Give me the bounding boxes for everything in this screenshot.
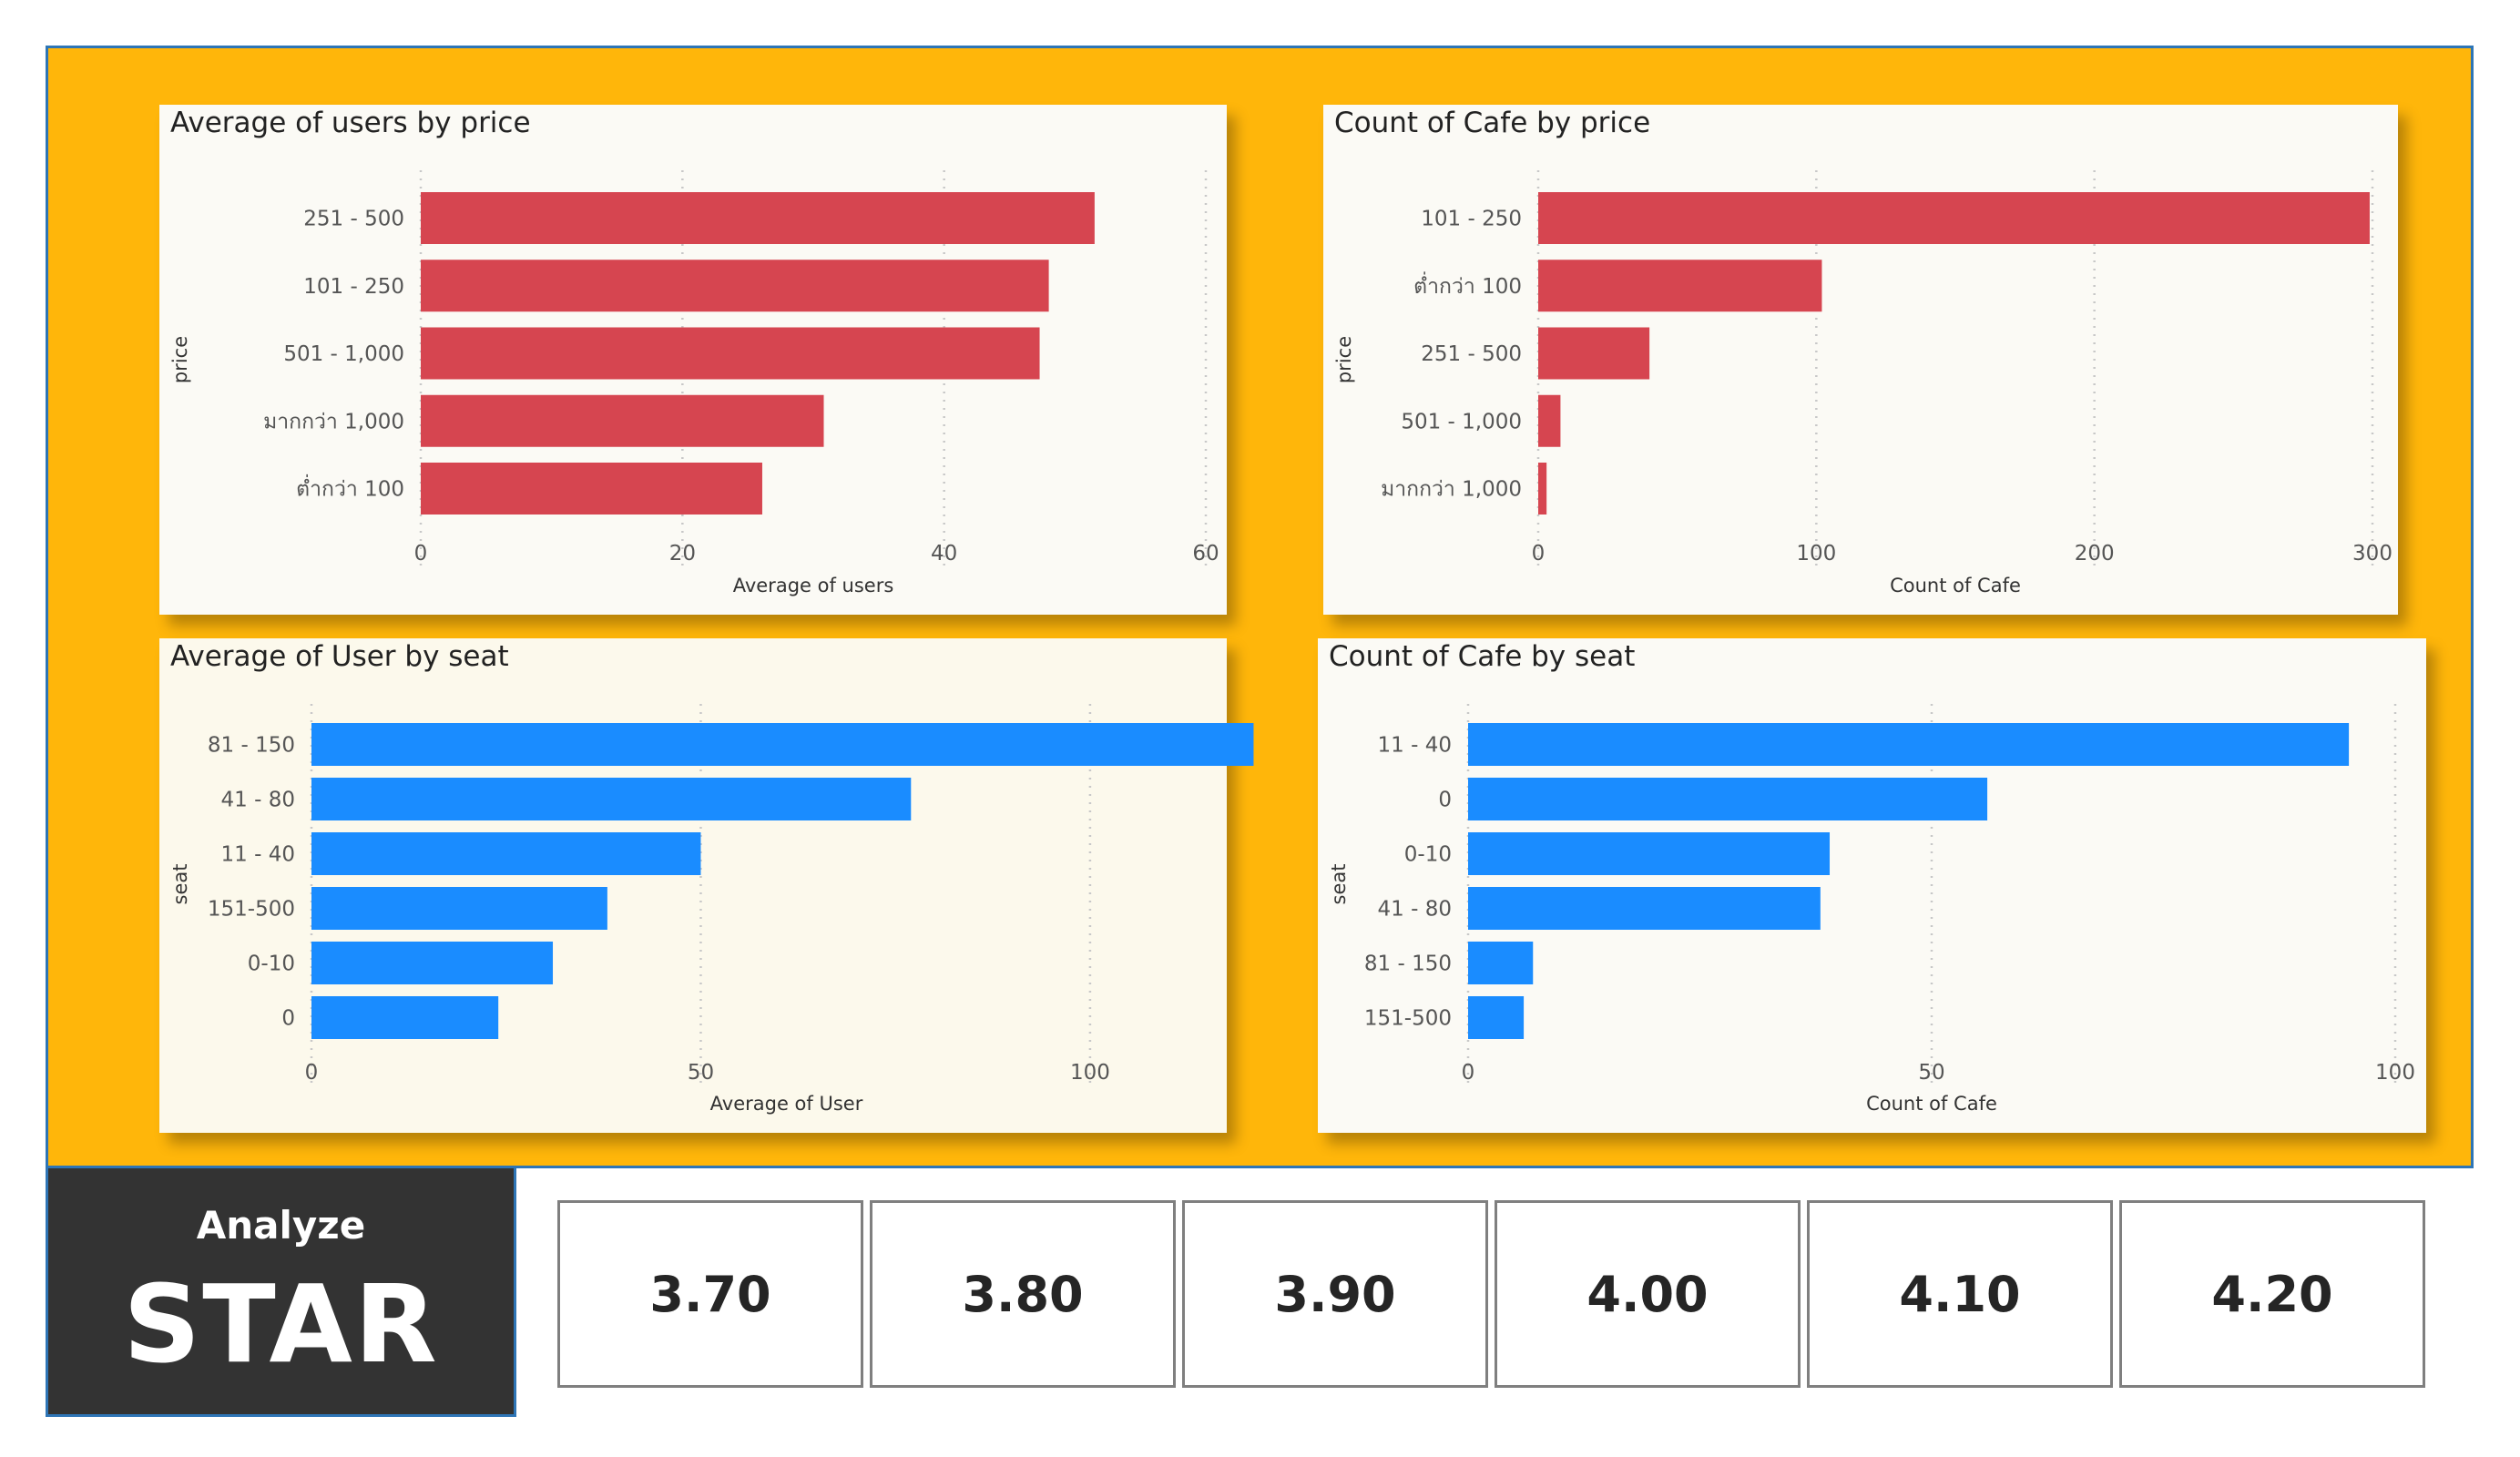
bar[interactable] [1538, 463, 1547, 515]
bar[interactable] [311, 778, 912, 820]
category-label: 251 - 500 [1421, 342, 1522, 366]
star-option-button[interactable]: 3.80 [870, 1200, 1176, 1388]
bar[interactable] [1538, 327, 1650, 380]
chart-svg: 0 100 200 300 101 - 250 ต่ำกว่า 100 251 - 500 5… [1333, 170, 2392, 596]
chart-title: Count of Cafe by seat [1329, 640, 1636, 673]
star-option-button[interactable]: 4.00 [1495, 1200, 1801, 1388]
y-axis-title: price [1333, 336, 1355, 383]
category-label: 501 - 1,000 [283, 342, 404, 366]
x-tick-label: 0 [1532, 542, 1546, 565]
x-tick-label: 100 [2375, 1061, 2415, 1085]
category-label: 501 - 1,000 [1401, 410, 1522, 433]
bar[interactable] [1538, 192, 2370, 244]
x-tick-label: 100 [1070, 1061, 1110, 1085]
bar[interactable] [1468, 887, 1821, 930]
category-label: ต่ำกว่า 100 [296, 474, 404, 502]
bar[interactable] [311, 723, 1254, 766]
chart-title: Average of User by seat [170, 640, 509, 673]
x-tick-label: 0 [414, 542, 428, 565]
y-axis-title: seat [169, 864, 191, 905]
star-option-button[interactable]: 3.70 [557, 1200, 863, 1388]
bar[interactable] [1468, 723, 2350, 766]
x-tick-label: 200 [2075, 542, 2115, 565]
x-axis-title: Average of users [733, 575, 894, 596]
x-tick-label: 0 [1462, 1061, 1475, 1085]
bar[interactable] [1538, 260, 1822, 312]
x-tick-label: 20 [669, 542, 696, 565]
category-label: 151-500 [208, 898, 295, 922]
x-tick-label: 0 [305, 1061, 319, 1085]
category-label: มากกว่า 1,000 [1381, 478, 1522, 502]
category-label: 251 - 500 [303, 208, 404, 231]
bar[interactable] [311, 942, 554, 984]
x-axis-title: Count of Cafe [1890, 575, 2021, 596]
chart-title: Average of users by price [170, 107, 531, 139]
bar[interactable] [1468, 778, 1988, 820]
bar[interactable] [311, 832, 701, 875]
category-label: มากกว่า 1,000 [263, 410, 404, 433]
bar[interactable] [311, 996, 499, 1039]
category-label: 0-10 [248, 953, 295, 976]
category-label: 151-500 [1364, 1007, 1452, 1031]
x-tick-label: 60 [1192, 542, 1219, 565]
x-tick-label: 40 [931, 542, 957, 565]
chart-panel-count-cafe-by-price[interactable]: Count of Cafe by price 0 100 200 300 101 - 2… [1323, 105, 2398, 615]
x-axis-title: Count of Cafe [1866, 1093, 1997, 1115]
y-axis-title: seat [1328, 864, 1350, 905]
chart-panel-avg-users-by-price[interactable]: Average of users by price 0 20 40 60 251 - 5… [159, 105, 1227, 615]
bar[interactable] [421, 463, 762, 515]
category-label: 0-10 [1404, 843, 1452, 867]
star-slicer-title: STAR [123, 1261, 439, 1387]
category-label: 101 - 250 [1421, 208, 1522, 231]
star-slicer-options: 3.70 3.80 3.90 4.00 4.10 4.20 [557, 1200, 2426, 1391]
bar[interactable] [1468, 942, 1534, 984]
category-label: ต่ำกว่า 100 [1413, 271, 1522, 299]
star-option-button[interactable]: 4.20 [2119, 1200, 2425, 1388]
category-label: 0 [1438, 789, 1452, 812]
category-label: 41 - 80 [1378, 898, 1452, 922]
chart-title: Count of Cafe by price [1334, 107, 1651, 139]
star-slicer-label: Analyze [196, 1203, 366, 1248]
x-tick-label: 100 [1796, 542, 1836, 565]
bar[interactable] [1538, 394, 1561, 447]
category-label: 0 [281, 1007, 295, 1031]
bar[interactable] [421, 394, 824, 447]
bar[interactable] [421, 260, 1049, 312]
category-label: 81 - 150 [208, 734, 295, 758]
chart-svg: 0 50 100 11 - 40 0 0-10 41 - 80 81 - 150 151-500… [1328, 704, 2415, 1115]
star-slicer-header: Analyze STAR [46, 1168, 516, 1417]
category-label: 81 - 150 [1364, 953, 1452, 976]
bar[interactable] [1468, 996, 1525, 1039]
star-option-button[interactable]: 4.10 [1807, 1200, 2113, 1388]
chart-panel-count-cafe-by-seat[interactable]: Count of Cafe by seat 0 50 100 11 - 40 0 0-10… [1318, 638, 2426, 1133]
bar[interactable] [421, 327, 1040, 380]
bar[interactable] [421, 192, 1095, 244]
x-tick-label: 50 [688, 1061, 714, 1085]
star-option-button[interactable]: 3.90 [1182, 1200, 1488, 1388]
y-axis-title: price [169, 336, 191, 383]
x-tick-label: 50 [1918, 1061, 1944, 1085]
category-label: 101 - 250 [303, 275, 404, 299]
chart-panel-avg-user-by-seat[interactable]: Average of User by seat 0 50 100 81 - 150 41… [159, 638, 1254, 1133]
chart-svg: 0 20 40 60 251 - 500 101 - 250 501 - 1,000 มากก… [169, 170, 1219, 596]
dashboard-canvas: Average of users by price 0 20 40 60 251 - 5… [46, 46, 2474, 1168]
x-tick-label: 300 [2352, 542, 2392, 565]
category-label: 41 - 80 [221, 789, 295, 812]
bar[interactable] [1468, 832, 1831, 875]
chart-svg: 0 50 100 81 - 150 41 - 80 11 - 40 151-500 0-10 0… [169, 704, 1254, 1115]
category-label: 11 - 40 [1378, 734, 1452, 758]
x-axis-title: Average of User [710, 1093, 863, 1115]
bar[interactable] [311, 887, 607, 930]
category-label: 11 - 40 [221, 843, 295, 867]
